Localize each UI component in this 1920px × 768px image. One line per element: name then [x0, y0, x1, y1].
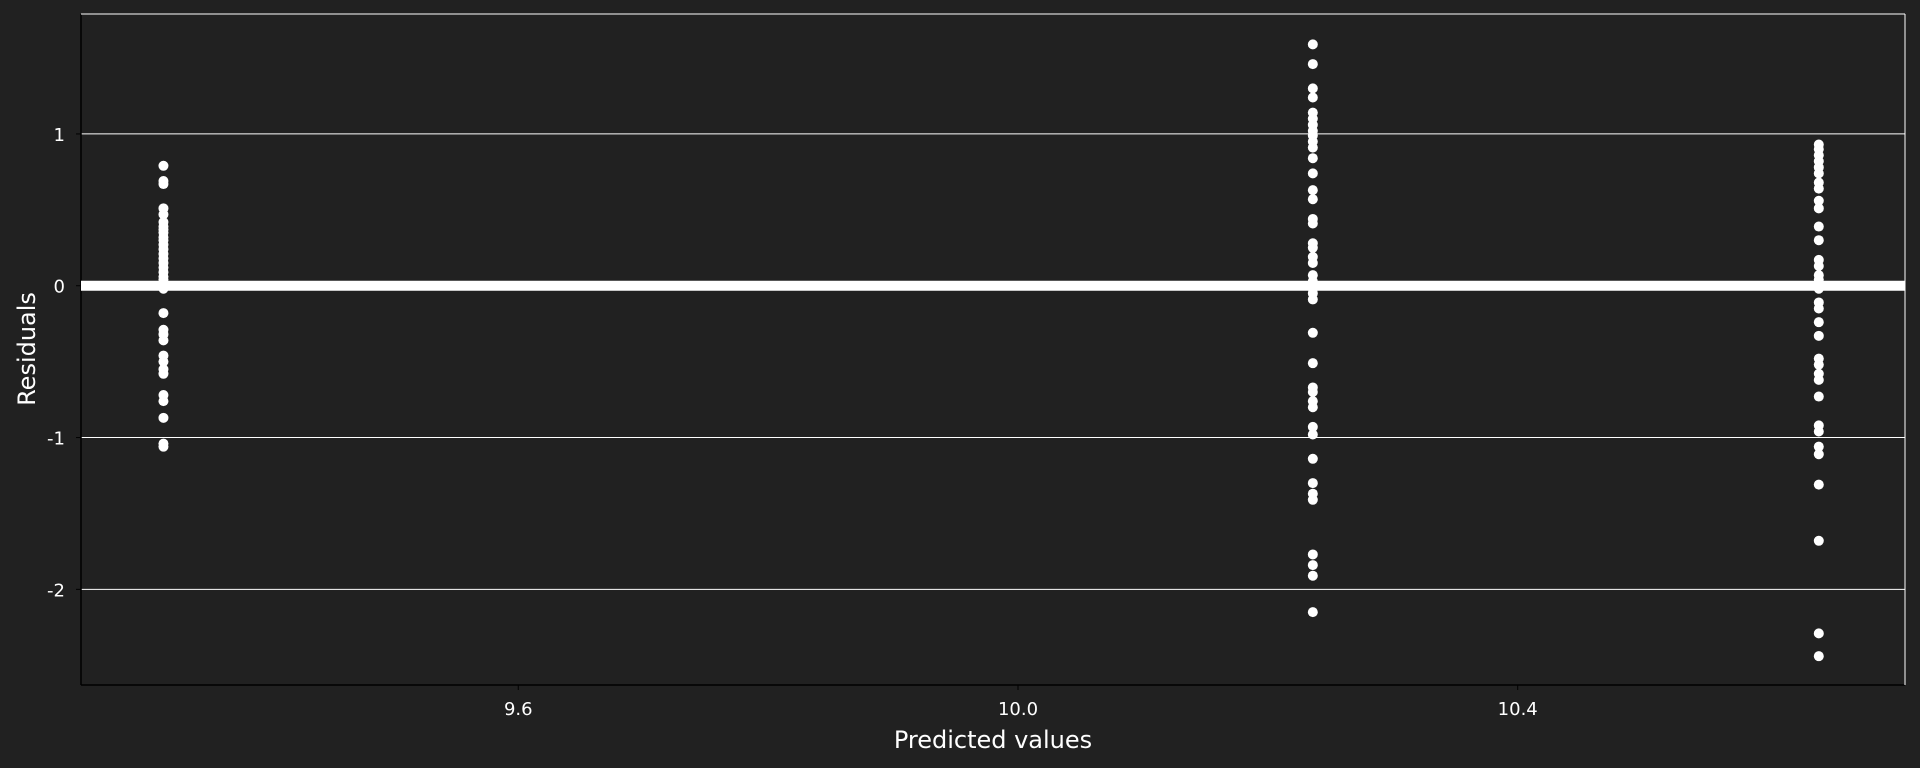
data-point: [158, 179, 169, 190]
data-point: [1307, 549, 1318, 560]
data-point: [1813, 195, 1824, 206]
data-point: [1307, 185, 1318, 196]
data-point: [1813, 203, 1824, 214]
data-point: [1307, 607, 1318, 618]
data-point: [1307, 453, 1318, 464]
data-point: [1813, 374, 1824, 385]
data-point: [1813, 317, 1824, 328]
data-point: [1813, 303, 1824, 314]
plot-panel: [81, 14, 1905, 685]
data-point: [1307, 83, 1318, 94]
grid-lines: [81, 133, 1905, 590]
data-point: [1307, 387, 1318, 398]
data-point: [158, 356, 169, 367]
data-point: [1307, 168, 1318, 179]
data-point: [158, 283, 169, 294]
data-point: [1813, 535, 1824, 546]
data-point: [158, 209, 169, 220]
y-tick-label: -2: [47, 580, 65, 601]
data-point: [1307, 327, 1318, 338]
data-point: [1307, 429, 1318, 440]
data-point: [1307, 358, 1318, 369]
data-point: [1307, 153, 1318, 164]
data-point: [1307, 257, 1318, 268]
data-point: [1813, 330, 1824, 341]
data-point: [1813, 168, 1824, 179]
data-point: [1813, 283, 1824, 294]
data-point: [1813, 261, 1824, 272]
data-point: [1307, 194, 1318, 205]
x-tick-label: 9.6: [504, 699, 533, 720]
data-point: [1307, 570, 1318, 581]
tick-labels: 9.6 10.0 10.4 1 0 -1 -2: [47, 125, 1538, 720]
data-point: [1813, 441, 1824, 452]
data-point: [1813, 221, 1824, 232]
data-point: [158, 160, 169, 171]
data-point: [1813, 235, 1824, 246]
data-point: [1813, 391, 1824, 402]
data-point: [1307, 142, 1318, 153]
data-point: [158, 335, 169, 346]
data-point: [1307, 39, 1318, 50]
data-point: [1813, 651, 1824, 662]
data-point: [158, 396, 169, 407]
y-tick-label: -1: [47, 429, 65, 450]
data-point: [158, 412, 169, 423]
data-point: [1813, 426, 1824, 437]
data-point: [1307, 294, 1318, 305]
data-point: [1307, 242, 1318, 253]
data-point: [1813, 449, 1824, 460]
data-point: [1813, 479, 1824, 490]
y-tick-label: 0: [54, 277, 65, 298]
x-tick-label: 10.4: [1498, 699, 1538, 720]
data-point: [1307, 218, 1318, 229]
data-point: [1307, 59, 1318, 70]
y-tick-label: 1: [54, 125, 65, 146]
data-point: [1307, 560, 1318, 571]
data-point: [1307, 494, 1318, 505]
residual-points: [158, 39, 1824, 662]
axes: [80, 13, 1906, 686]
data-point: [158, 308, 169, 319]
data-point: [1813, 359, 1824, 370]
data-point: [1307, 421, 1318, 432]
x-tick-label: 10.0: [998, 699, 1038, 720]
data-point: [158, 441, 169, 452]
y-axis-label: Residuals: [13, 292, 41, 406]
data-point: [158, 368, 169, 379]
data-point: [1307, 402, 1318, 413]
data-point: [1813, 183, 1824, 194]
data-point: [1307, 478, 1318, 489]
data-point: [1307, 92, 1318, 103]
data-point: [1813, 628, 1824, 639]
x-axis-label: Predicted values: [894, 726, 1092, 754]
